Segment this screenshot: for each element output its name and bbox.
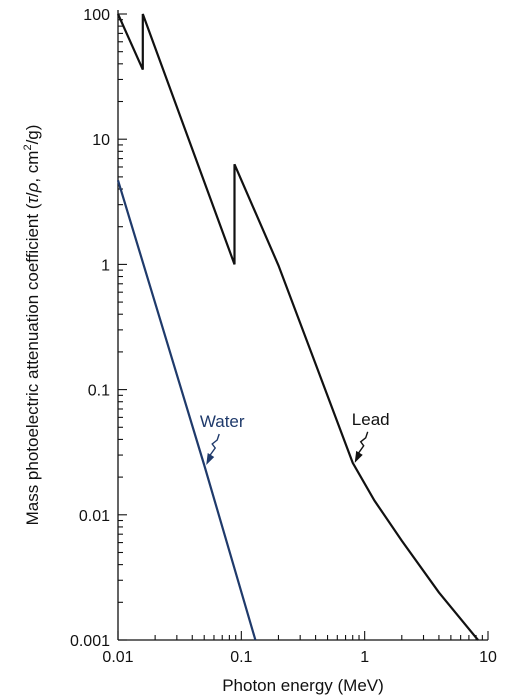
y-tick-label: 1 — [101, 257, 110, 274]
series-water-line — [116, 179, 257, 641]
ticks — [117, 13, 489, 641]
annotation-arrowhead-water — [206, 452, 215, 465]
annotation-leader-lead — [358, 431, 369, 454]
x-axis-title: Photon energy (MeV) — [222, 676, 384, 695]
y-axis-title-main: Mass photoelectric attenuation coefficie… — [23, 203, 42, 525]
y-axis-title-tau: τ — [23, 196, 42, 204]
annotations: Lead Water — [200, 410, 390, 465]
annotation-leader-water — [209, 433, 220, 456]
y-axis-title-rho: ρ — [23, 182, 42, 193]
y-axis-title-end: /g) — [23, 125, 42, 145]
y-tick-label: 10 — [92, 132, 110, 149]
y-tick-label: 100 — [83, 7, 110, 24]
y-axis-title-slash: / — [23, 192, 42, 197]
x-tick-label: 10 — [479, 649, 497, 666]
series-lead-line — [116, 13, 479, 641]
y-axis-title-sup: 2 — [22, 144, 34, 150]
y-axis-title: Mass photoelectric attenuation coefficie… — [22, 125, 42, 526]
series-label-water: Water — [200, 412, 245, 431]
series — [116, 13, 479, 641]
x-tick-label: 0.01 — [102, 649, 133, 666]
y-tick-label: 0.1 — [88, 383, 110, 400]
y-tick-label: 0.01 — [79, 508, 110, 525]
x-tick-label: 0.1 — [230, 649, 252, 666]
annotation-arrowhead-lead — [354, 450, 363, 463]
series-label-lead: Lead — [352, 410, 390, 429]
x-tick-label: 1 — [360, 649, 369, 666]
axes — [117, 10, 488, 641]
y-tick-label: 0.001 — [70, 633, 110, 650]
y-axis-title-units: , cm — [23, 151, 42, 183]
